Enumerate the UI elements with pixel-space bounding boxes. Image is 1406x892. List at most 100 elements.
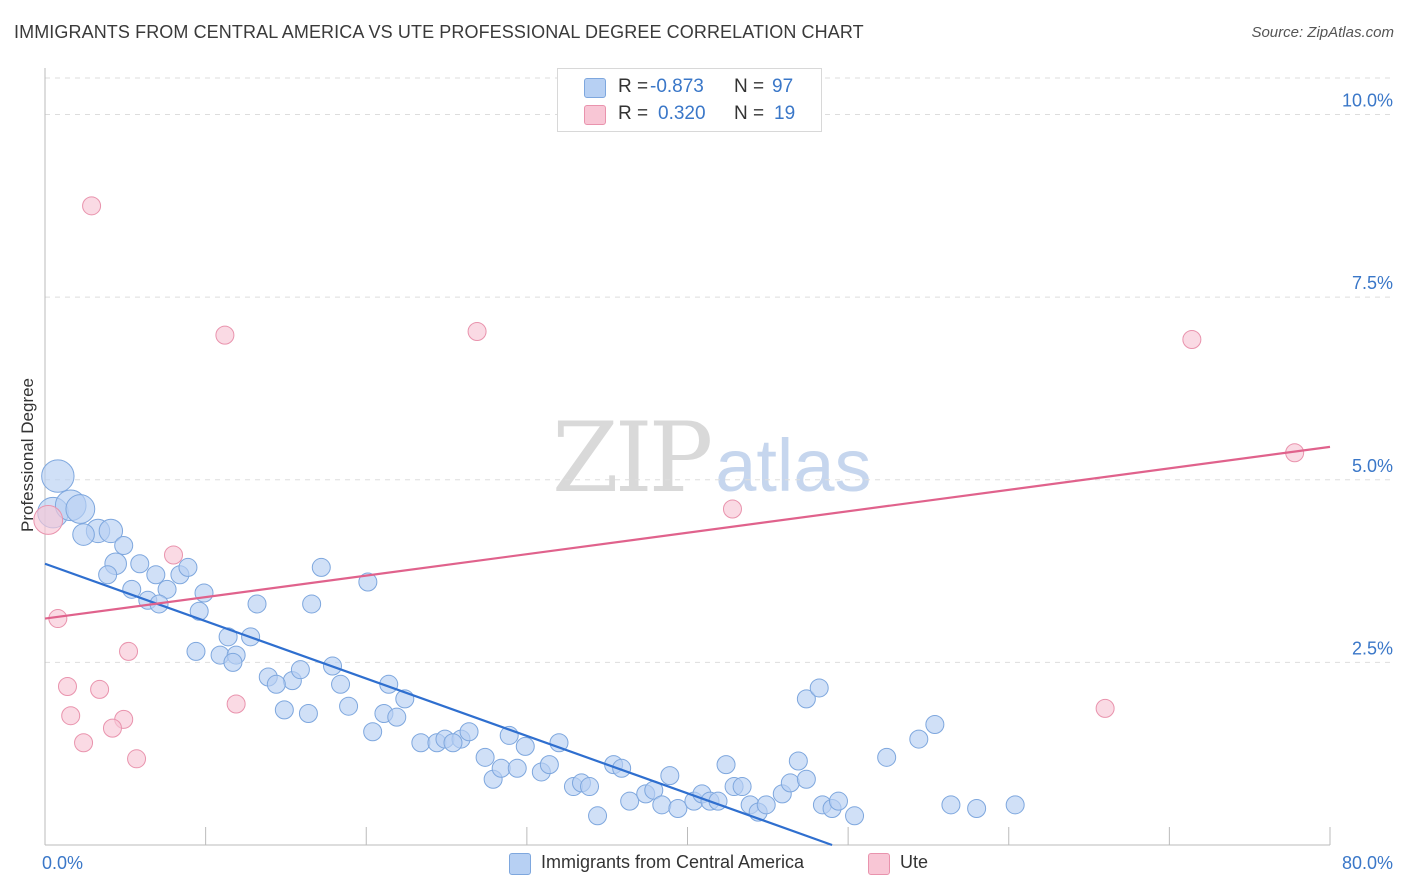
ute-point <box>722 499 742 519</box>
ute-point <box>1095 698 1115 718</box>
central-america-point <box>186 641 206 661</box>
central-america-point <box>491 758 511 778</box>
central-america-point <box>877 747 897 767</box>
central-america-point <box>1005 795 1025 815</box>
central-america-point <box>65 494 96 524</box>
x-tick-label: 80.0% <box>1342 853 1393 873</box>
central-america-point <box>828 791 848 811</box>
y-tick-label: 5.0% <box>1352 456 1393 476</box>
central-america-point <box>588 806 608 826</box>
central-america-point <box>194 583 214 603</box>
central-america-point <box>290 660 310 680</box>
central-america-point <box>130 554 150 574</box>
axes <box>44 68 1331 846</box>
central-america-point <box>515 736 535 756</box>
watermark-zip: ZIP <box>552 402 713 514</box>
watermark-atlas: atlas <box>715 424 872 507</box>
source-label: Source: ZipAtlas.com <box>1251 24 1394 41</box>
watermark: ZIPatlas <box>552 402 872 514</box>
central-america-point <box>796 769 816 789</box>
central-america-point <box>909 729 929 749</box>
central-america-point <box>41 459 75 493</box>
central-america-point <box>339 696 359 716</box>
central-america-point <box>809 678 829 698</box>
ute-trend-line <box>44 445 1331 620</box>
ute-point <box>102 718 122 738</box>
central-america-point <box>549 733 569 753</box>
central-america-point <box>507 758 527 778</box>
r-label: R = <box>618 76 649 97</box>
central-america-point <box>411 733 431 753</box>
trend-lines <box>44 445 1331 847</box>
gridlines <box>45 77 1394 663</box>
correlation-legend: R = -0.873 N = 97 R = 0.320 N = 19 <box>557 68 822 132</box>
ute-point <box>61 706 81 726</box>
central-america-point <box>363 722 383 742</box>
central-america-point <box>189 601 209 621</box>
central-america-point <box>223 652 243 672</box>
central-america-point <box>539 755 559 775</box>
r-value: 0.320 <box>658 103 706 124</box>
central-america-point <box>845 806 865 826</box>
central-america-point <box>756 795 776 815</box>
central-america-point <box>652 795 672 815</box>
x-tick-label: 0.0% <box>42 853 83 873</box>
central-america-point <box>157 579 177 599</box>
central-america-point <box>302 594 322 614</box>
central-america-point <box>178 557 198 577</box>
r-label: R = <box>618 103 649 124</box>
ute-point <box>74 733 94 753</box>
ute-point <box>127 749 147 769</box>
central-america-point <box>358 572 378 592</box>
central-america-point <box>612 758 632 778</box>
central-america-point <box>475 747 495 767</box>
ute-point <box>57 676 77 696</box>
central-america-point <box>796 689 816 709</box>
central-america-trend-line <box>44 562 833 847</box>
blue-swatch-icon <box>584 78 606 98</box>
central-america-point <box>146 565 166 585</box>
n-label: N = <box>734 76 765 97</box>
ute-point <box>90 679 110 699</box>
central-america-point <box>311 557 331 577</box>
central-america-point <box>580 777 600 797</box>
central-america-point <box>732 777 752 797</box>
n-value: 97 <box>772 76 794 97</box>
central-america-point <box>266 674 286 694</box>
central-america-point <box>98 518 124 544</box>
central-america-point <box>967 798 987 818</box>
central-america-point <box>298 704 318 724</box>
ute-point <box>1182 330 1202 350</box>
chart-title: IMMIGRANTS FROM CENTRAL AMERICA VS UTE P… <box>14 22 864 42</box>
central-america-point <box>274 700 294 720</box>
ute-point <box>164 545 183 565</box>
n-value: 19 <box>774 103 796 124</box>
central-america-point <box>716 755 736 775</box>
ute-point <box>226 694 246 714</box>
central-america-point <box>114 536 134 556</box>
data-points <box>33 196 1305 826</box>
central-america-point <box>668 798 688 818</box>
central-america-point <box>331 674 351 694</box>
central-america-point <box>98 565 118 585</box>
pink-swatch-icon <box>584 105 606 125</box>
y-tick-label: 2.5% <box>1352 638 1393 658</box>
n-label: N = <box>734 103 765 124</box>
central-america-point <box>660 766 680 786</box>
ute-point <box>82 196 102 216</box>
central-america-point <box>941 795 961 815</box>
central-america-point <box>459 722 479 742</box>
ute-point <box>215 325 235 345</box>
y-tick-label: 10.0% <box>1342 91 1393 111</box>
central-america-point <box>780 773 800 793</box>
central-america-point <box>788 751 808 771</box>
central-america-point <box>925 714 945 734</box>
legend-label: Immigrants from Central America <box>541 852 805 872</box>
ute-point <box>33 505 64 535</box>
central-america-point <box>443 733 463 753</box>
pink-swatch-icon <box>868 853 890 875</box>
r-value: -0.873 <box>650 76 704 97</box>
y-tick-label: 7.5% <box>1352 273 1393 293</box>
central-america-point <box>620 791 640 811</box>
